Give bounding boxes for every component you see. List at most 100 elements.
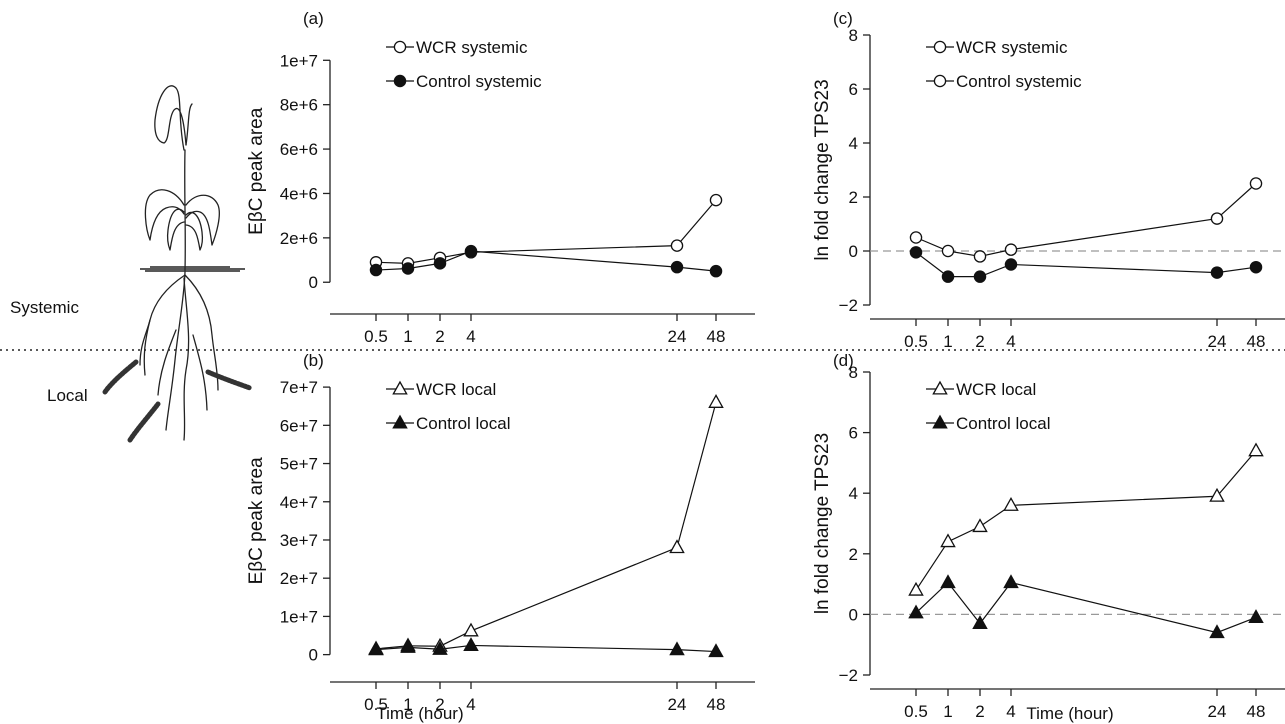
- x-tick-label: 2: [975, 332, 984, 351]
- y-tick-label: 8: [849, 26, 858, 45]
- data-point: [941, 270, 955, 283]
- y-tick-label: 4e+6: [280, 184, 318, 203]
- data-point: [669, 641, 685, 656]
- y-tick-label: 4e+7: [280, 493, 318, 512]
- data-point: [1248, 442, 1264, 457]
- x-tick-label: 4: [1006, 702, 1015, 721]
- y-axis-title: EβC peak area: [246, 457, 267, 585]
- data-point: [940, 574, 956, 589]
- y-axis-title: ln fold change TPS23: [812, 433, 833, 614]
- legend-marker: [393, 40, 407, 54]
- data-point: [400, 639, 416, 653]
- data-point: [1210, 212, 1224, 225]
- data-point: [973, 250, 987, 263]
- data-point: [670, 239, 684, 252]
- legend-entry: WCR systemic: [416, 38, 528, 57]
- legend: WCR systemic Control systemic: [926, 38, 1082, 91]
- data-point: [909, 246, 923, 259]
- y-tick-label: −2: [839, 296, 858, 315]
- x-tick-label: 2: [435, 327, 444, 346]
- data-point: [709, 264, 723, 278]
- series-line: [375, 199, 717, 264]
- x-tick-label: 4: [466, 327, 475, 346]
- y-tick-label: 1e+7: [280, 607, 318, 626]
- data-point: [670, 260, 684, 274]
- y-tick-label: 4: [849, 134, 858, 153]
- chart-panels: (a) 0 2e+6 4e+6 6e+6 8e+6 1e+7 EβC peak area 0.5…: [246, 9, 1285, 723]
- data-point: [1209, 487, 1225, 502]
- y-tick-label: 0: [309, 646, 318, 665]
- data-point: [368, 641, 384, 656]
- legend-marker: [933, 74, 947, 88]
- x-tick-label: 48: [707, 695, 726, 714]
- data-point: [1004, 243, 1018, 256]
- x-tick-label: 2: [435, 695, 444, 714]
- data-point: [972, 615, 988, 630]
- data-point: [941, 244, 955, 258]
- y-tick-label: 1e+7: [280, 51, 318, 70]
- y-tick-label: 6e+6: [280, 140, 318, 159]
- panel-label: (a): [303, 9, 324, 28]
- data-point: [709, 193, 723, 207]
- series-line: [375, 644, 717, 653]
- legend-entry: WCR local: [416, 380, 496, 399]
- series-wcr-local: [908, 442, 1264, 596]
- data-point: [401, 262, 415, 275]
- y-tick-label: 8e+6: [280, 96, 318, 115]
- y-axis-title: EβC peak area: [246, 107, 267, 235]
- legend-entry: WCR systemic: [956, 38, 1068, 57]
- larva-icon: [102, 359, 253, 443]
- x-tick-label: 24: [1208, 702, 1227, 721]
- data-point: [1209, 624, 1225, 639]
- y-tick-label: 0: [309, 273, 318, 292]
- legend-marker: [393, 74, 407, 88]
- data-point: [1003, 496, 1019, 511]
- x-tick-label: 1: [943, 702, 952, 721]
- y-tick-label: 0: [849, 242, 858, 261]
- y-tick-label: 6: [849, 424, 858, 443]
- x-tick-label: 0.5: [904, 702, 928, 721]
- x-axis-label-b: Time (hour): [376, 704, 463, 723]
- panel-a: (a) 0 2e+6 4e+6 6e+6 8e+6 1e+7 EβC peak area 0.5…: [246, 9, 755, 346]
- data-point: [463, 637, 479, 652]
- y-tick-label: 3e+7: [280, 531, 318, 550]
- legend-entry: Control local: [956, 414, 1051, 433]
- y-tick-label: 2e+6: [280, 229, 318, 248]
- series-control-local: [908, 574, 1264, 639]
- y-tick-label: 6: [849, 80, 858, 99]
- y-tick-label: 7e+7: [280, 378, 318, 397]
- x-tick-label: 1: [403, 695, 412, 714]
- x-tick-label: 24: [1208, 332, 1227, 351]
- y-tick-label: 5e+7: [280, 455, 318, 474]
- legend-entry: Control systemic: [956, 72, 1082, 91]
- x-tick-label: 48: [1247, 702, 1266, 721]
- local-label: Local: [47, 386, 88, 405]
- y-tick-label: 6e+7: [280, 416, 318, 435]
- x-tick-label: 1: [943, 332, 952, 351]
- data-point: [369, 263, 383, 277]
- data-point: [433, 257, 447, 270]
- y-tick-label: 8: [849, 363, 858, 382]
- panel-label: (c): [833, 9, 853, 28]
- legend-marker: [392, 380, 408, 395]
- x-tick-label: 4: [1006, 332, 1015, 351]
- legend-entry: Control systemic: [416, 72, 542, 91]
- series-control-systemic: [909, 246, 1263, 283]
- data-point: [464, 244, 478, 258]
- data-point: [908, 604, 924, 619]
- y-axis-title: ln fold change TPS23: [812, 79, 833, 260]
- series-line: [915, 581, 1257, 634]
- data-point: [463, 622, 479, 637]
- y-tick-label: 2: [849, 188, 858, 207]
- series-control-local: [368, 637, 724, 658]
- legend: WCR systemic Control systemic: [386, 38, 542, 91]
- y-tick-label: 0: [849, 605, 858, 624]
- x-tick-label: 48: [1247, 332, 1266, 351]
- x-tick-label: 0.5: [364, 695, 388, 714]
- series-control-systemic: [369, 244, 723, 278]
- data-point: [908, 581, 924, 596]
- series-line: [915, 450, 1257, 591]
- y-tick-label: 2: [849, 545, 858, 564]
